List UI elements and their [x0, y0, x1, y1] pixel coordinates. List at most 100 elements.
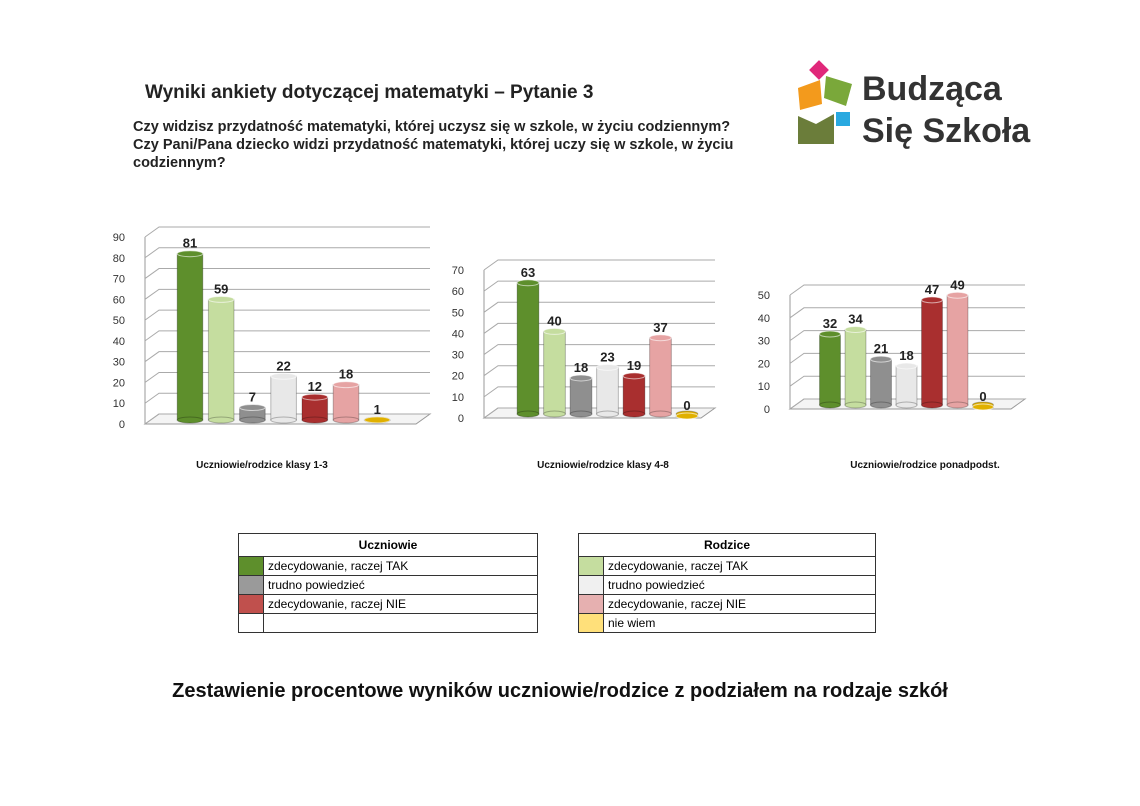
legend-label: zdecydowanie, raczej NIE [263, 594, 538, 614]
grid-line [483, 365, 715, 377]
bar-bottom [543, 410, 566, 418]
y-tick-label: 40 [113, 336, 125, 348]
title: Wyniki ankiety dotyczącej matematyki – P… [145, 82, 594, 103]
y-tick-label: 0 [119, 419, 125, 431]
logo-shape [824, 76, 852, 106]
value-label: 7 [249, 389, 256, 404]
bar-top [895, 362, 918, 370]
bar-bottom [596, 410, 619, 418]
grid-line [144, 268, 430, 279]
value-label: 0 [683, 398, 690, 413]
legend-swatch [578, 556, 604, 576]
grid-line [144, 247, 430, 259]
legend-row: trudno powiedzieć [238, 575, 538, 595]
logo-shape [798, 80, 822, 110]
bar-bottom [270, 416, 297, 424]
grid-line [144, 330, 430, 342]
bar-top [675, 412, 699, 420]
bar [596, 366, 619, 415]
legend-label: zdecydowanie, raczej TAK [603, 556, 876, 576]
value-label: 18 [339, 367, 353, 382]
bar [921, 299, 943, 406]
bar-bottom [516, 410, 540, 418]
grid-line [144, 351, 430, 363]
x-axis-label: Uczniowie/rodzice klasy 4-8 [537, 460, 669, 471]
legend-swatch [238, 556, 264, 576]
bar-bottom [332, 416, 360, 424]
value-label: 47 [925, 282, 939, 297]
logo-text: Budząca [862, 70, 1003, 108]
value-label: 19 [627, 358, 641, 373]
question: Czy Pani/Pana dziecko widzi przydatność … [133, 137, 734, 171]
y-tick-label: 0 [764, 404, 770, 416]
legend-row: zdecydowanie, raczej TAK [238, 556, 538, 576]
bar [332, 384, 360, 421]
y-tick-label: 60 [113, 294, 125, 306]
bar-top [301, 393, 329, 401]
charts: 0 10 20 30 40 50 60 70 80 90 81 59 7 22 12 18 1 Uczniowie… [113, 226, 1027, 471]
y-tick-label: 30 [452, 350, 464, 362]
grid-line [483, 259, 715, 271]
bar-top [596, 363, 619, 371]
legend-label [263, 613, 538, 633]
bar-bottom [895, 401, 918, 409]
legend-row: zdecydowanie, raczej NIE [238, 594, 538, 614]
bar-top [176, 250, 204, 258]
bar-top [870, 355, 892, 363]
bar-bottom [844, 401, 867, 409]
legend-students: Uczniowie zdecydowanie, raczej TAK trudno… [238, 533, 538, 633]
question: Czy widzisz przydatność matematyki, któr… [133, 119, 731, 135]
bar-bottom [176, 416, 204, 424]
legend-label: trudno powiedzieć [603, 575, 876, 595]
bar [622, 375, 646, 415]
bar [270, 375, 297, 421]
value-label: 63 [521, 265, 535, 280]
value-label: 59 [214, 281, 228, 296]
legend-row: zdecydowanie, raczej NIE [578, 594, 876, 614]
bar-top [332, 381, 360, 389]
grid-line [483, 344, 715, 355]
y-tick-label: 80 [113, 253, 125, 265]
y-tick-label: 70 [113, 274, 125, 286]
value-label: 40 [547, 313, 561, 328]
bar-bottom [819, 401, 841, 409]
bar [207, 298, 235, 421]
bar-bottom [207, 416, 235, 424]
logo-shape [798, 114, 834, 144]
bar [819, 333, 841, 406]
legend-title: Uczniowie [238, 533, 538, 557]
questions: Czy widzisz przydatność matematyki, któr… [133, 118, 773, 172]
bar-bottom [870, 401, 892, 409]
bar [543, 330, 566, 415]
y-tick-label: 10 [113, 398, 125, 410]
grid-line [483, 301, 715, 313]
y-tick-label: 50 [452, 307, 464, 319]
logo-text: Się Szkoła [862, 112, 1031, 150]
y-tick-label: 10 [452, 392, 464, 404]
bar-top [946, 291, 969, 299]
value-label: 32 [823, 316, 837, 331]
value-label: 34 [848, 311, 863, 326]
grid-line [144, 371, 430, 383]
y-tick-label: 30 [758, 336, 770, 348]
bar-top [516, 279, 540, 287]
bar-top [543, 327, 566, 335]
legend-label: zdecydowanie, raczej TAK [263, 556, 538, 576]
bar-top [819, 330, 841, 338]
y-tick-label: 50 [758, 290, 770, 302]
bar-top [270, 372, 297, 380]
bar-bottom [301, 416, 329, 424]
bar [176, 253, 204, 421]
grid-line [144, 226, 430, 238]
x-axis-label: Uczniowie/rodzice klasy 1-3 [196, 460, 328, 471]
logo: Budząca Się Szkoła [798, 60, 1031, 150]
value-label: 37 [653, 320, 667, 335]
legend-label: trudno powiedzieć [263, 575, 538, 595]
bar-bottom [239, 416, 266, 424]
value-label: 22 [276, 358, 290, 373]
x-axis-label: Uczniowie/rodzice ponadpodst. [850, 460, 1000, 471]
legend-label: nie wiem [603, 613, 876, 633]
y-tick-label: 40 [758, 313, 770, 325]
legend-swatch [578, 613, 604, 633]
